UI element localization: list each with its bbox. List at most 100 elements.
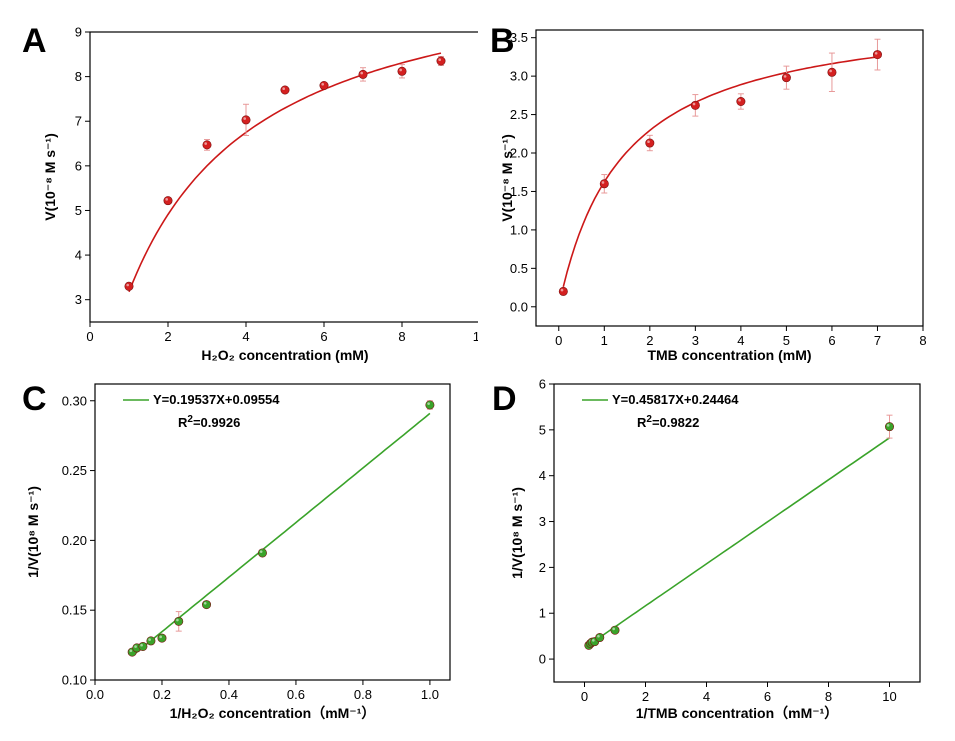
y-axis-label: V(10⁻⁸ M s⁻¹) <box>42 133 58 221</box>
x-tick-label: 8 <box>398 329 405 344</box>
legend-equation: Y=0.19537X+0.09554 <box>153 392 280 407</box>
data-point <box>358 69 368 79</box>
data-point-highlight <box>360 71 364 75</box>
data-point-highlight <box>560 288 564 292</box>
data-point <box>595 633 605 643</box>
data-point-highlight <box>597 634 600 638</box>
data-point-highlight <box>204 142 207 145</box>
data-point-highlight <box>165 198 168 201</box>
x-tick-label: 4 <box>737 333 744 348</box>
data-point-highlight <box>886 424 890 427</box>
y-tick-label: 0.15 <box>62 603 87 618</box>
x-tick-label: 6 <box>828 333 835 348</box>
y-tick-label: 0 <box>539 652 546 667</box>
data-point-highlight <box>399 68 403 72</box>
x-tick-label: 1 <box>601 333 608 348</box>
x-tick-label: 1.0 <box>421 687 439 702</box>
panel-letter: A <box>22 22 47 60</box>
y-axis-label: V(10⁻⁸ M s⁻¹) <box>499 134 515 222</box>
data-point <box>397 66 407 76</box>
y-tick-label: 0.25 <box>62 463 87 478</box>
x-axis-label: TMB concentration (mM) <box>647 347 811 363</box>
data-point-highlight <box>129 649 133 653</box>
data-point-highlight <box>601 181 605 184</box>
data-point-highlight <box>692 102 696 106</box>
x-tick-label: 0.4 <box>220 687 238 702</box>
data-point-highlight <box>134 645 137 648</box>
data-point <box>425 400 435 410</box>
data-point <box>124 281 134 291</box>
y-tick-label: 4 <box>75 248 82 263</box>
panel-letter: C <box>22 380 47 418</box>
data-point <box>781 73 791 83</box>
y-axis-label: 1/V(10⁸ M s⁻¹) <box>509 487 525 579</box>
data-point <box>827 67 837 77</box>
chart-panel-a: A02468103456789H₂O₂ concentration (mM)V(… <box>22 22 487 363</box>
legend-r-squared: R2=0.9926 <box>178 414 240 430</box>
plot-frame <box>94 383 451 681</box>
data-point-highlight <box>592 639 595 642</box>
x-tick-label: 6 <box>320 329 327 344</box>
data-point-highlight <box>438 58 442 61</box>
data-point <box>872 50 882 60</box>
y-tick-label: 3 <box>75 292 82 307</box>
chart-panel-b: B 0 1 2 3 4 5 6 7 8 0.0 0.5 1.0 1.5 2.0 2.5 3.0 3.5 TMB co… <box>490 22 927 363</box>
chart-panel-c: C 0.0 0.2 0.4 0.6 0.8 1.0 0.10 0.15 0.20 0.25 0.30 1… <box>22 380 451 721</box>
x-tick-label: 0.0 <box>86 687 104 702</box>
y-tick-label: 1.0 <box>510 222 528 237</box>
fit-line <box>599 437 890 639</box>
x-tick-label: 0.8 <box>354 687 372 702</box>
y-tick-label: 2.5 <box>510 107 528 122</box>
fit-line <box>128 52 442 293</box>
data-point-highlight <box>612 627 615 631</box>
data-point <box>174 616 184 626</box>
x-axis-label: 1/H₂O₂ concentration（mM⁻¹） <box>170 705 376 721</box>
y-tick-label: 0.20 <box>62 533 87 548</box>
data-point-highlight <box>203 602 207 605</box>
data-point <box>163 196 173 206</box>
plot-frame <box>553 383 921 683</box>
fit-line <box>562 56 878 287</box>
y-tick-label: 3.0 <box>510 69 528 84</box>
x-tick-label: 8 <box>825 689 832 704</box>
data-point <box>138 641 148 651</box>
x-tick-label: 7 <box>874 333 881 348</box>
data-point <box>645 138 655 148</box>
y-tick-label: 0.30 <box>62 393 87 408</box>
y-tick-label: 0.5 <box>510 261 528 276</box>
y-tick-label: 1 <box>539 606 546 621</box>
y-tick-label: 7 <box>75 114 82 129</box>
x-tick-label: 5 <box>783 333 790 348</box>
y-tick-label: 8 <box>75 69 82 84</box>
panel-letter: B <box>490 22 515 60</box>
x-axis-label: 1/TMB concentration（mM⁻¹） <box>636 705 839 721</box>
data-point-highlight <box>647 140 650 144</box>
panel-letter: D <box>492 380 517 418</box>
data-point <box>319 81 329 91</box>
y-tick-label: 0.10 <box>62 673 87 688</box>
plot-frame <box>89 31 481 323</box>
data-point <box>558 286 568 296</box>
x-tick-label: 2 <box>642 689 649 704</box>
x-tick-label: 8 <box>919 333 926 348</box>
x-tick-label: 10 <box>882 689 896 704</box>
y-tick-label: 4 <box>539 468 546 483</box>
legend-equation: Y=0.45817X+0.24464 <box>612 392 739 407</box>
x-tick-label: 3 <box>692 333 699 348</box>
data-point-highlight <box>140 643 143 647</box>
y-tick-label: 6 <box>539 377 546 392</box>
y-tick-label: 2.0 <box>510 146 528 161</box>
data-point-highlight <box>259 550 263 553</box>
data-point-highlight <box>829 69 832 73</box>
x-tick-label: 2 <box>164 329 171 344</box>
y-tick-label: 2 <box>539 560 546 575</box>
data-point <box>599 179 609 189</box>
data-point-highlight <box>321 82 325 86</box>
y-tick-label: 5 <box>75 203 82 218</box>
data-point-highlight <box>176 618 179 622</box>
data-point-highlight <box>126 283 129 287</box>
y-axis-label: 1/V(10⁸ M s⁻¹) <box>25 486 41 578</box>
x-tick-label: 4 <box>242 329 249 344</box>
data-point-highlight <box>874 52 878 55</box>
